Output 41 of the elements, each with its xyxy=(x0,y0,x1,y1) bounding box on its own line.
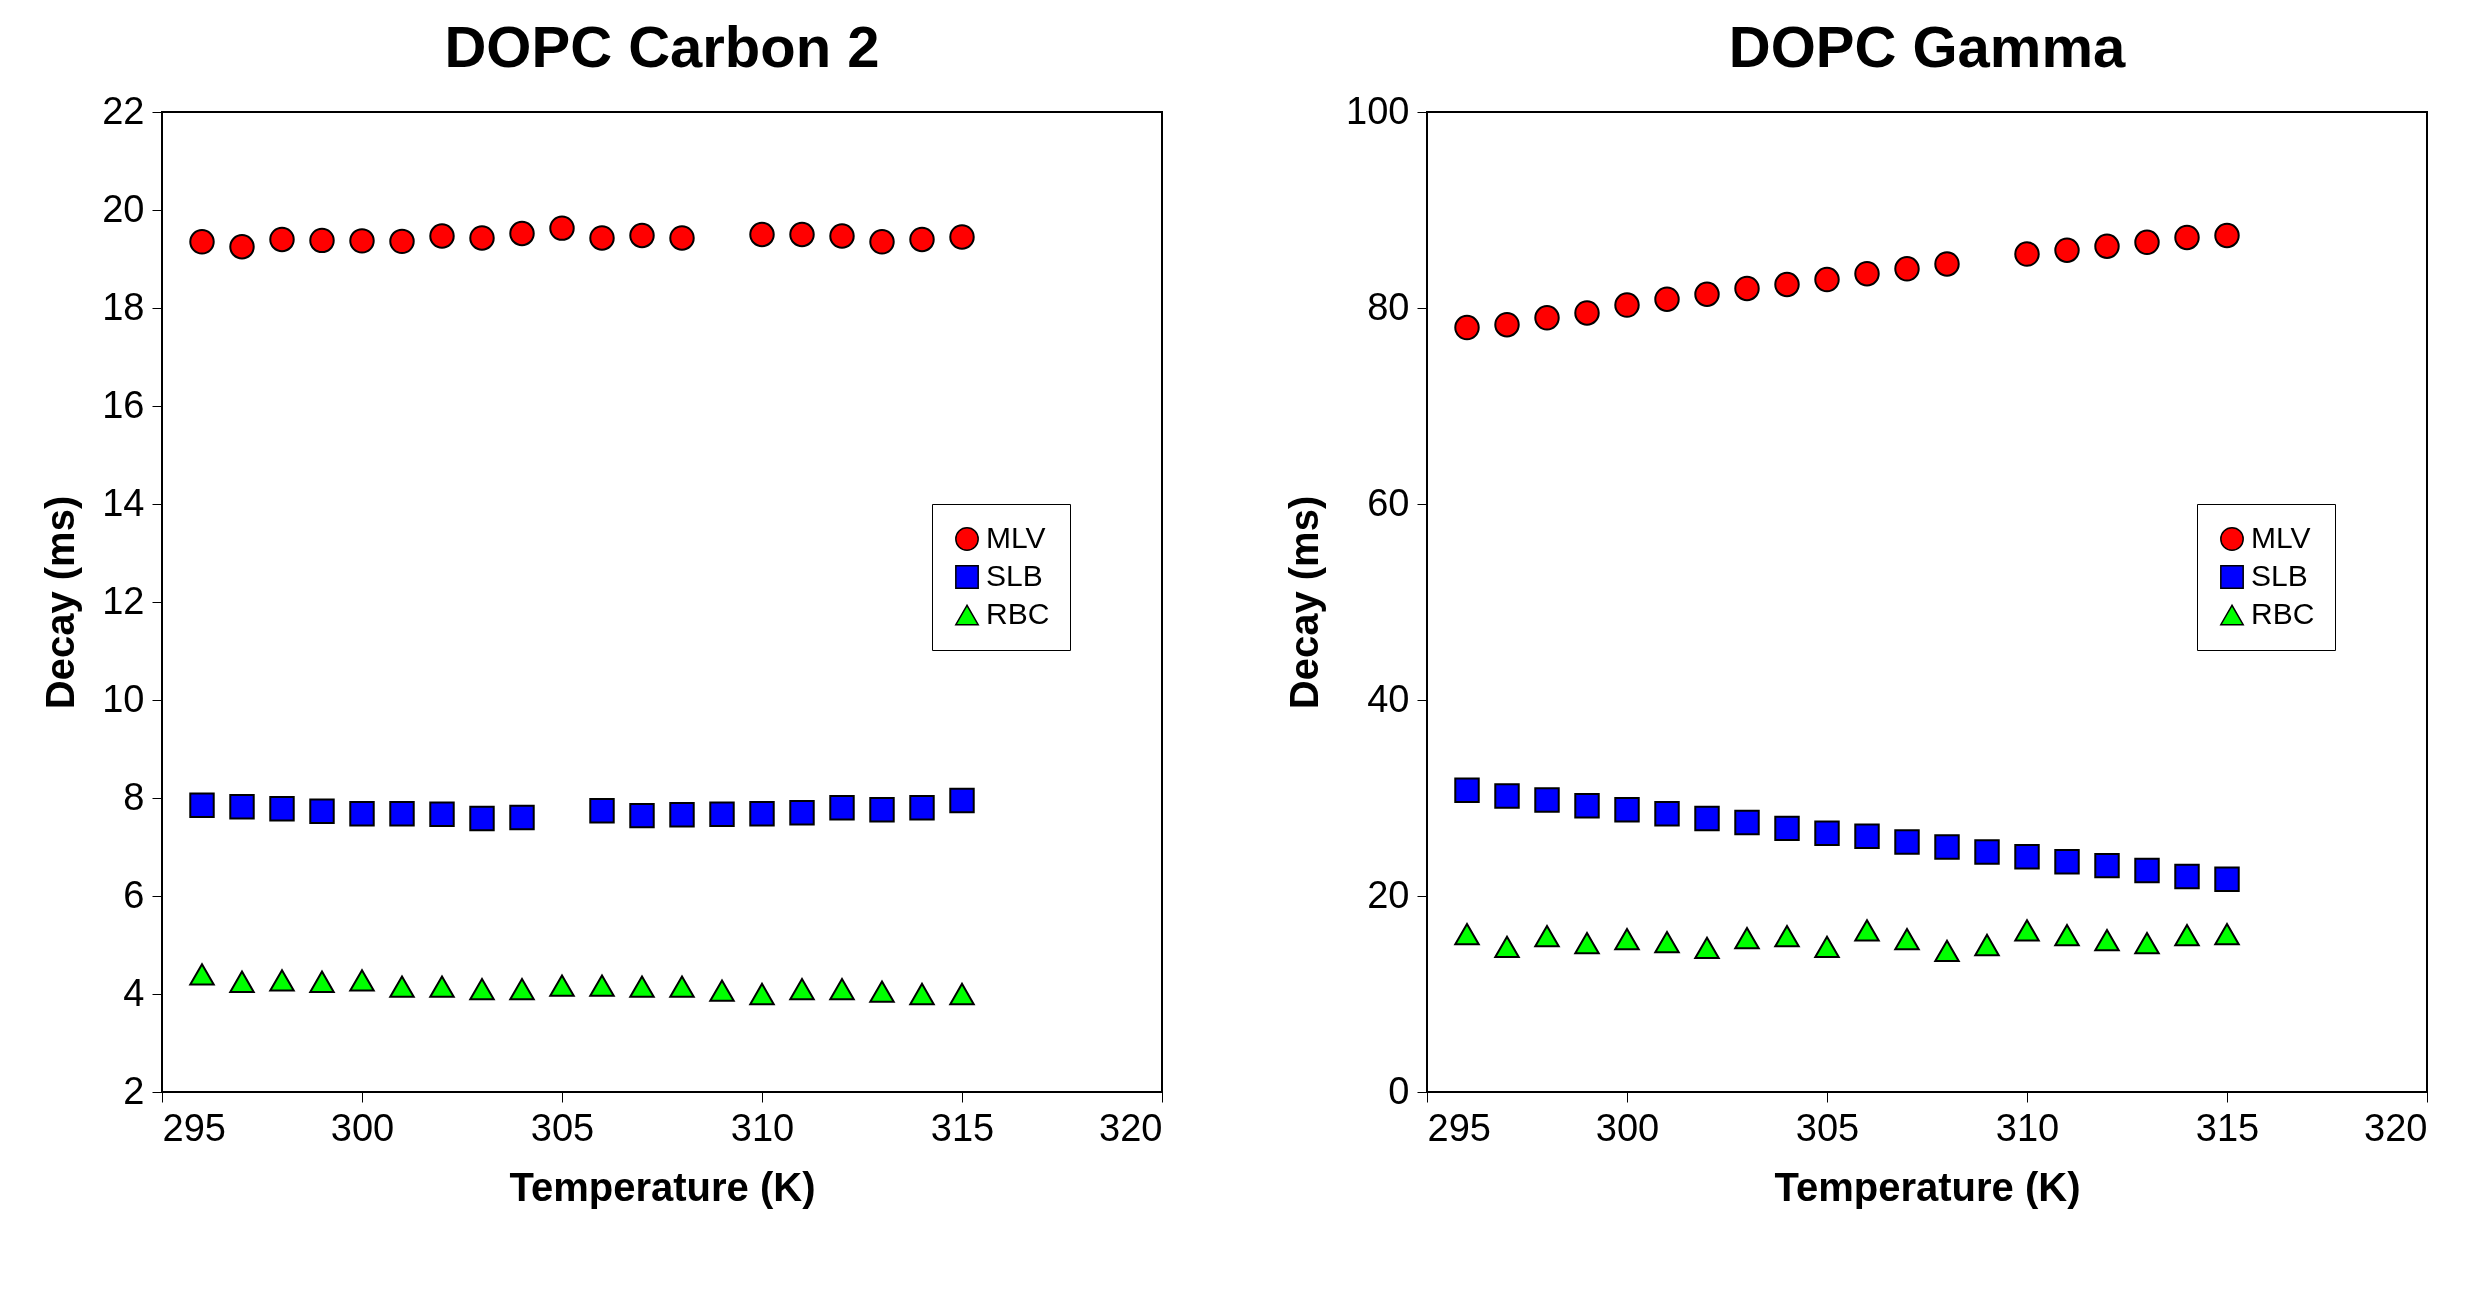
x-tick-label: 300 xyxy=(1595,1106,1660,1149)
y-tick-label: 4 xyxy=(123,971,145,1014)
x-tick-label: 300 xyxy=(330,1106,395,1149)
y-tick-label: 60 xyxy=(1367,481,1410,524)
legend-label: RBC xyxy=(986,597,1050,630)
y-tick-label: 18 xyxy=(102,285,145,328)
y-tick-label: 22 xyxy=(102,89,145,132)
legend-label: RBC xyxy=(2251,597,2315,630)
y-tick-label: 100 xyxy=(1346,89,1410,132)
y-tick-label: 20 xyxy=(102,187,145,230)
legend-label: SLB xyxy=(986,559,1043,592)
x-tick-label: 310 xyxy=(1995,1106,2060,1149)
y-tick-label: 16 xyxy=(102,383,145,426)
x-axis-title: Temperature (K) xyxy=(509,1164,816,1209)
y-tick-label: 80 xyxy=(1367,285,1410,328)
x-tick-label: 320 xyxy=(2364,1106,2428,1149)
y-tick-label: 40 xyxy=(1367,677,1410,720)
x-tick-label: 295 xyxy=(162,1106,226,1149)
y-tick-label: 6 xyxy=(123,873,145,916)
y-tick-label: 20 xyxy=(1367,873,1410,916)
y-tick-label: 0 xyxy=(1388,1069,1410,1112)
x-tick-label: 310 xyxy=(730,1106,795,1149)
chart-title: DOPC Carbon 2 xyxy=(444,14,880,79)
x-tick-label: 315 xyxy=(2195,1106,2260,1149)
x-tick-label: 295 xyxy=(1427,1106,1491,1149)
x-tick-label: 315 xyxy=(930,1106,995,1149)
chart-title: DOPC Gamma xyxy=(1728,14,2126,79)
x-tick-label: 320 xyxy=(1099,1106,1163,1149)
x-tick-label: 305 xyxy=(1795,1106,1860,1149)
y-axis-title: Decay (ms) xyxy=(38,495,83,710)
legend-label: MLV xyxy=(986,521,1046,554)
x-tick-label: 305 xyxy=(530,1106,595,1149)
y-tick-label: 8 xyxy=(123,775,145,818)
y-tick-label: 12 xyxy=(102,579,145,622)
y-tick-label: 14 xyxy=(102,481,145,524)
y-axis-title: Decay (ms) xyxy=(1282,495,1327,710)
y-tick-label: 10 xyxy=(102,677,145,720)
legend-label: MLV xyxy=(2251,521,2311,554)
x-axis-title: Temperature (K) xyxy=(1774,1164,2081,1209)
legend-label: SLB xyxy=(2251,559,2308,592)
y-tick-label: 2 xyxy=(123,1069,145,1112)
